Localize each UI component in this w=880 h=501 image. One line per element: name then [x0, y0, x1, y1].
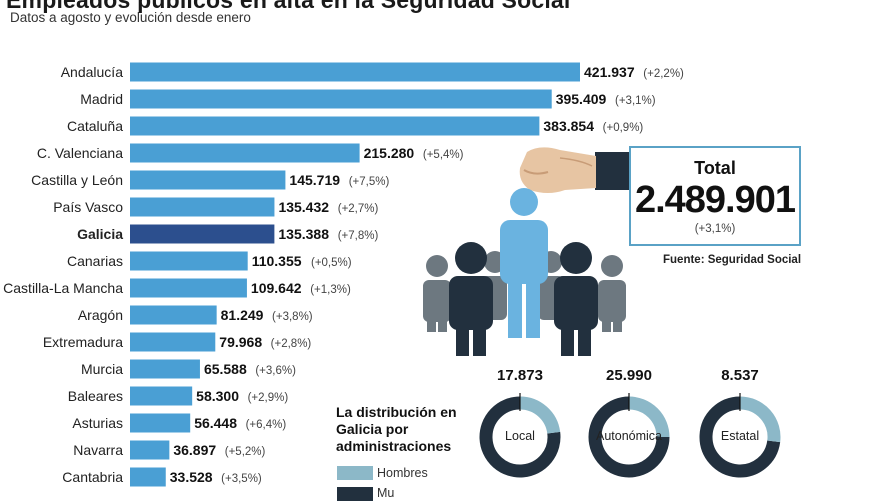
bar-change-canarias: (+0,5%)	[311, 257, 352, 269]
bar-extremadura	[130, 332, 216, 352]
bar-value-murcia: 65.588	[204, 361, 247, 377]
bar-pais-vasco	[130, 197, 275, 217]
bar-change-pais-vasco: (+2,7%)	[338, 203, 379, 215]
donut-slice-mujeres-autonomica	[588, 396, 670, 478]
bar-castilla-la-mancha	[130, 278, 247, 298]
donut-total-autonomica: 25.990	[606, 367, 652, 384]
bar-label-castilla-y-leon: Castilla y León	[31, 172, 123, 188]
donut-slice-hombres-estatal	[739, 396, 781, 443]
bar-murcia	[130, 359, 200, 379]
chart-title: Empleados públicos en alta en la Segurid…	[6, 0, 571, 13]
bar-label-cantabria: Cantabria	[62, 469, 123, 485]
bar-value-andalucia: 421.937	[584, 64, 635, 80]
total-box: Total 2.489.901 (+3,1%)	[629, 146, 801, 246]
bar-galicia	[130, 224, 275, 244]
bar-label-murcia: Murcia	[81, 361, 123, 377]
donut-total-estatal: 8.537	[721, 367, 759, 384]
bar-change-extremadura: (+2,8%)	[271, 338, 312, 350]
bar-c-valenciana	[130, 143, 360, 163]
bar-label-aragon: Aragón	[78, 307, 123, 323]
bar-value-navarra: 36.897	[173, 442, 216, 458]
bar-change-aragon: (+3,8%)	[272, 311, 313, 323]
bar-change-baleares: (+2,9%)	[248, 392, 289, 404]
bar-change-c-valenciana: (+5,4%)	[423, 149, 464, 161]
bar-change-castilla-la-mancha: (+1,3%)	[310, 284, 351, 296]
bar-value-castilla-y-leon: 145.719	[289, 172, 340, 188]
bar-change-cataluna: (+0,9%)	[603, 122, 644, 134]
legend-label-mujeres: Mu	[377, 486, 395, 500]
donut-label-autonomica: Autonómica	[595, 429, 662, 443]
bar-change-cantabria: (+3,5%)	[221, 473, 262, 485]
bar-madrid	[130, 89, 552, 109]
donut-slice-mujeres-local	[479, 396, 561, 478]
bar-label-asturias: Asturias	[72, 415, 123, 431]
source-note: Fuente: Seguridad Social	[663, 254, 802, 266]
bar-label-canarias: Canarias	[67, 253, 123, 269]
bar-label-extremadura: Extremadura	[43, 334, 123, 350]
bar-value-extremadura: 79.968	[219, 334, 262, 350]
donut-label-local: Local	[505, 429, 535, 443]
bar-value-pais-vasco: 135.432	[278, 199, 329, 215]
bar-label-castilla-la-mancha: Castilla-La Mancha	[3, 280, 123, 296]
bar-value-aragon: 81.249	[221, 307, 264, 323]
bar-change-andalucia: (+2,2%)	[643, 68, 684, 80]
bar-value-galicia: 135.388	[278, 226, 329, 242]
legend-swatch-mujeres	[337, 487, 373, 501]
bar-label-andalucia: Andalucía	[61, 64, 123, 80]
donut-slice-hombres-local	[519, 396, 561, 434]
bar-value-madrid: 395.409	[556, 91, 607, 107]
bar-label-cataluna: Cataluña	[67, 118, 123, 134]
bar-label-navarra: Navarra	[73, 442, 123, 458]
legend-swatch-hombres	[337, 466, 373, 480]
bar-label-baleares: Baleares	[68, 388, 123, 404]
bar-andalucia	[130, 62, 580, 82]
bar-value-cantabria: 33.528	[170, 469, 213, 485]
chart-subtitle: Datos a agosto y evolución desde enero	[10, 10, 251, 25]
bar-change-navarra: (+5,2%)	[225, 446, 266, 458]
people-illustration	[423, 147, 637, 356]
bar-change-asturias: (+6,4%)	[246, 419, 287, 431]
bar-value-asturias: 56.448	[194, 415, 237, 431]
bar-navarra	[130, 440, 170, 460]
donut-slice-hombres-autonomica	[628, 396, 670, 438]
bar-castilla-y-leon	[130, 170, 286, 190]
bar-change-madrid: (+3,1%)	[615, 95, 656, 107]
legend-label-hombres: Hombres	[377, 466, 428, 480]
bar-cantabria	[130, 467, 166, 487]
bar-change-castilla-y-leon: (+7,5%)	[349, 176, 390, 188]
bar-cataluna	[130, 116, 540, 136]
bar-label-pais-vasco: País Vasco	[53, 199, 123, 215]
bar-label-galicia: Galicia	[77, 226, 123, 242]
bar-change-galicia: (+7,8%)	[338, 230, 379, 242]
bar-value-castilla-la-mancha: 109.642	[251, 280, 302, 296]
donut-label-estatal: Estatal	[720, 429, 760, 443]
total-label: Total	[694, 158, 736, 178]
bar-value-cataluna: 383.854	[543, 118, 594, 134]
donut-slice-mujeres-estatal	[699, 396, 781, 478]
bar-baleares	[130, 386, 193, 406]
bar-value-c-valenciana: 215.280	[364, 145, 415, 161]
bar-canarias	[130, 251, 248, 271]
bar-label-c-valenciana: C. Valenciana	[37, 145, 123, 161]
distribution-title: La distribución en Galicia por administr…	[336, 404, 457, 454]
bar-label-madrid: Madrid	[80, 91, 123, 107]
bar-aragon	[130, 305, 217, 325]
donut-total-local: 17.873	[497, 367, 543, 384]
bar-change-murcia: (+3,6%)	[255, 365, 296, 377]
bar-value-baleares: 58.300	[196, 388, 239, 404]
bar-asturias	[130, 413, 191, 433]
total-value: 2.489.901	[634, 179, 796, 221]
total-change: (+3,1%)	[694, 223, 736, 235]
bar-value-canarias: 110.355	[252, 253, 302, 269]
